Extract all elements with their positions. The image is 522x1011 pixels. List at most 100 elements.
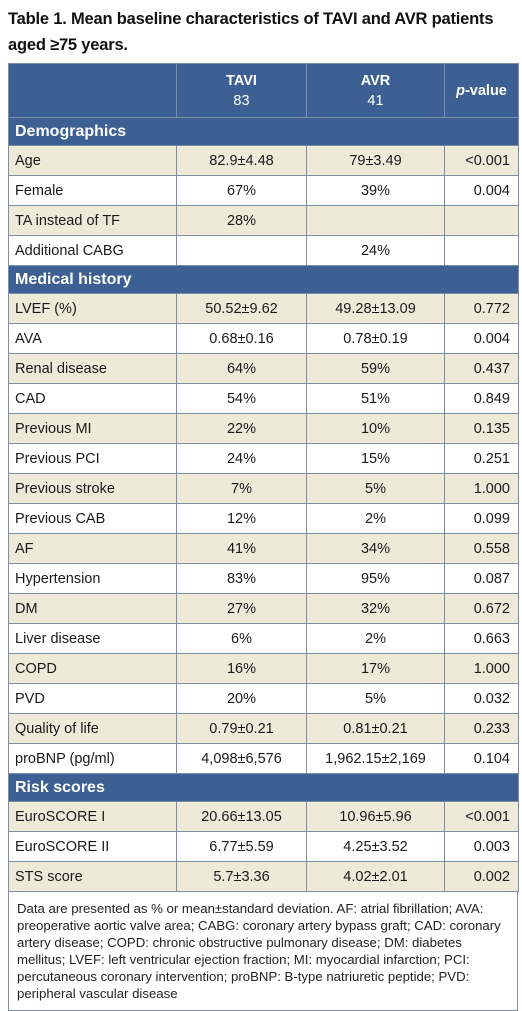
p-value-cell: 0.251 (444, 443, 519, 474)
avr-value-cell: 5% (306, 683, 445, 714)
row-label-cell: AVA (8, 323, 177, 354)
tavi-value-cell: 20% (176, 683, 307, 714)
tavi-value-cell: 12% (176, 503, 307, 534)
avr-value-cell: 59% (306, 353, 445, 384)
tavi-value-cell: 7% (176, 473, 307, 504)
row-label-cell: Female (8, 175, 177, 206)
table-row: CAD 54% 51% 0.849 (8, 383, 519, 414)
row-label-cell: Additional CABG (8, 235, 177, 266)
avr-value-cell: 1,962.15±2,169 (306, 743, 445, 774)
table-row: AVA 0.68±0.16 0.78±0.19 0.004 (8, 323, 519, 354)
tavi-value-cell: 28% (176, 205, 307, 236)
row-label-cell: Liver disease (8, 623, 177, 654)
table-footnote: Data are presented as % or mean±standard… (8, 892, 518, 1011)
table-row: Quality of life 0.79±0.21 0.81±0.21 0.233 (8, 713, 519, 744)
table-container: TAVI 83 AVR 41 p-value Demographics Age 82… (8, 63, 519, 1011)
tavi-value-cell: 22% (176, 413, 307, 444)
p-value-cell: 0.002 (444, 861, 519, 892)
tavi-value-cell: 24% (176, 443, 307, 474)
p-value-cell: 0.437 (444, 353, 519, 384)
avr-value-cell: 32% (306, 593, 445, 624)
row-label-cell: TA instead of TF (8, 205, 177, 236)
header-tavi-label: TAVI (226, 72, 257, 89)
tavi-value-cell: 54% (176, 383, 307, 414)
row-label-cell: Previous PCI (8, 443, 177, 474)
table-row: Additional CABG 24% (8, 235, 519, 266)
row-label-cell: Previous CAB (8, 503, 177, 534)
row-label-cell: STS score (8, 861, 177, 892)
p-value-cell: 0.558 (444, 533, 519, 564)
avr-value-cell: 39% (306, 175, 445, 206)
p-value-cell: 0.087 (444, 563, 519, 594)
table-row: AF 41% 34% 0.558 (8, 533, 519, 564)
tavi-value-cell: 27% (176, 593, 307, 624)
tavi-value-cell: 64% (176, 353, 307, 384)
p-value-cell: <0.001 (444, 145, 519, 176)
avr-value-cell: 79±3.49 (306, 145, 445, 176)
row-label-cell: Hypertension (8, 563, 177, 594)
p-value-cell: 1.000 (444, 653, 519, 684)
p-value-cell: 0.233 (444, 713, 519, 744)
row-label-cell: Renal disease (8, 353, 177, 384)
avr-value-cell: 51% (306, 383, 445, 414)
table-header-row: TAVI 83 AVR 41 p-value (8, 63, 519, 118)
avr-value-cell: 24% (306, 235, 445, 266)
table-row: TA instead of TF 28% (8, 205, 519, 236)
table-row: Female 67% 39% 0.004 (8, 175, 519, 206)
tavi-value-cell: 4,098±6,576 (176, 743, 307, 774)
header-p-rest: -value (464, 82, 507, 99)
p-value-cell: 0.849 (444, 383, 519, 414)
row-label-cell: Previous MI (8, 413, 177, 444)
tavi-value-cell: 5.7±3.36 (176, 861, 307, 892)
p-value-cell: 0.099 (444, 503, 519, 534)
table-row: EuroSCORE II 6.77±5.59 4.25±3.52 0.003 (8, 831, 519, 862)
tavi-value-cell: 82.9±4.48 (176, 145, 307, 176)
table-row: STS score 5.7±3.36 4.02±2.01 0.002 (8, 861, 519, 892)
header-avr-n: 41 (367, 92, 384, 109)
tavi-value-cell: 41% (176, 533, 307, 564)
tavi-value-cell: 0.79±0.21 (176, 713, 307, 744)
tavi-value-cell: 50.52±9.62 (176, 293, 307, 324)
section-header-row: Medical history (8, 265, 519, 294)
avr-value-cell: 2% (306, 503, 445, 534)
header-avr-cell: AVR 41 (306, 63, 445, 118)
row-label-cell: proBNP (pg/ml) (8, 743, 177, 774)
section-header-row: Risk scores (8, 773, 519, 802)
p-value-cell: <0.001 (444, 801, 519, 832)
row-label-cell: LVEF (%) (8, 293, 177, 324)
table-row: Previous CAB 12% 2% 0.099 (8, 503, 519, 534)
p-value-cell: 0.004 (444, 175, 519, 206)
row-label-cell: EuroSCORE I (8, 801, 177, 832)
tavi-value-cell: 0.68±0.16 (176, 323, 307, 354)
p-value-cell: 0.672 (444, 593, 519, 624)
tavi-value-cell: 6.77±5.59 (176, 831, 307, 862)
avr-value-cell: 49.28±13.09 (306, 293, 445, 324)
p-value-cell: 0.663 (444, 623, 519, 654)
tavi-value-cell (176, 235, 307, 266)
table-row: Hypertension 83% 95% 0.087 (8, 563, 519, 594)
table-row: Age 82.9±4.48 79±3.49 <0.001 (8, 145, 519, 176)
header-avr-label: AVR (360, 72, 391, 89)
avr-value-cell: 17% (306, 653, 445, 684)
avr-value-cell (306, 205, 445, 236)
p-value-cell: 0.003 (444, 831, 519, 862)
header-tavi-n: 83 (233, 92, 250, 109)
tavi-value-cell: 83% (176, 563, 307, 594)
row-label-cell: CAD (8, 383, 177, 414)
avr-value-cell: 2% (306, 623, 445, 654)
row-label-cell: Previous stroke (8, 473, 177, 504)
tavi-value-cell: 67% (176, 175, 307, 206)
p-value-cell (444, 235, 519, 266)
row-label-cell: AF (8, 533, 177, 564)
table-row: Previous MI 22% 10% 0.135 (8, 413, 519, 444)
table-row: Liver disease 6% 2% 0.663 (8, 623, 519, 654)
header-p-italic: p (456, 82, 465, 99)
avr-value-cell: 4.25±3.52 (306, 831, 445, 862)
section-title: Risk scores (8, 773, 519, 802)
tavi-value-cell: 6% (176, 623, 307, 654)
row-label-cell: DM (8, 593, 177, 624)
table-row: Renal disease 64% 59% 0.437 (8, 353, 519, 384)
p-value-cell: 0.135 (444, 413, 519, 444)
table-caption: Table 1. Mean baseline characteristics o… (8, 10, 494, 54)
p-value-cell (444, 205, 519, 236)
